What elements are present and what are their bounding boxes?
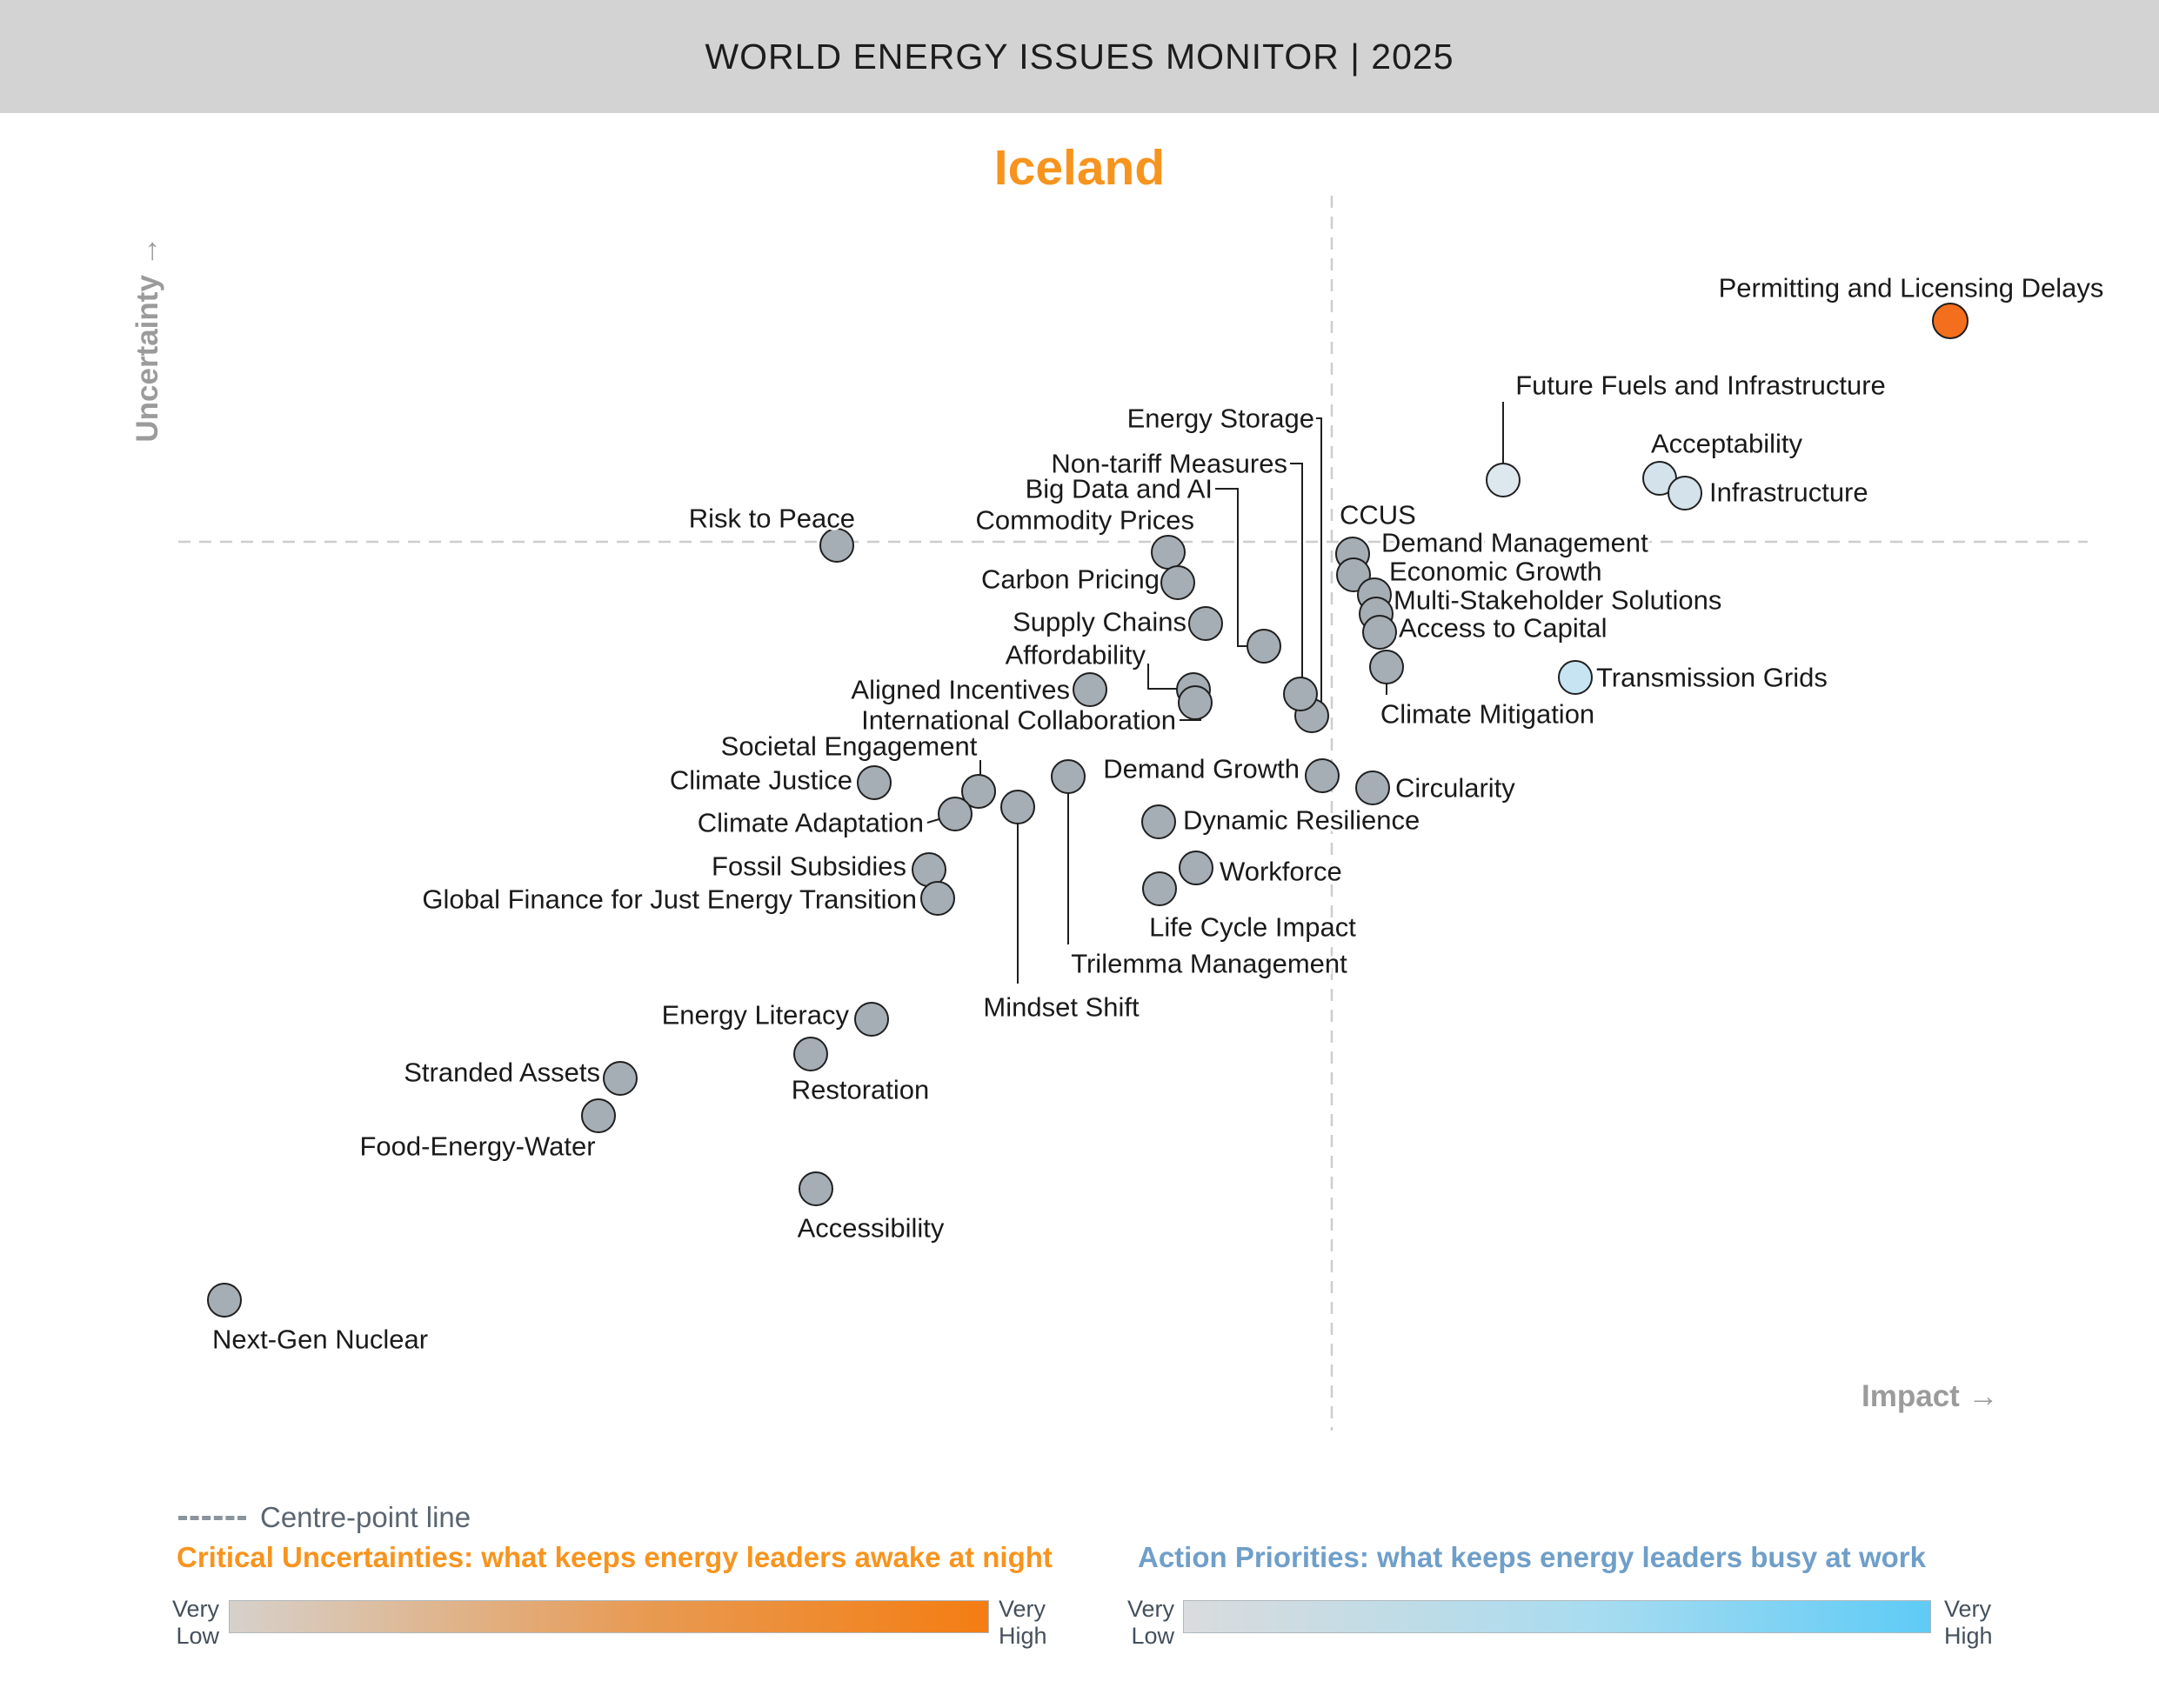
- issue-label-non-tariff-measures: Non-tariff Measures: [1051, 449, 1287, 479]
- issue-bubble-trilemma-management[interactable]: [1051, 759, 1086, 794]
- issue-bubble-dynamic-resilience[interactable]: [1141, 804, 1176, 839]
- issue-bubble-permitting-and-licensing-delays[interactable]: [1932, 303, 1968, 339]
- issue-bubble-carbon-pricing[interactable]: [1160, 565, 1195, 600]
- issue-bubble-international-collaboration[interactable]: [1178, 685, 1213, 720]
- x-axis-label: Impact →: [1862, 1379, 1999, 1413]
- legend-critical-uncertainties-title: Critical Uncertainties: what keeps energ…: [177, 1541, 1053, 1573]
- report-title: WORLD ENERGY ISSUES MONITOR | 2025: [705, 36, 1454, 77]
- issue-bubble-accessibility[interactable]: [799, 1171, 833, 1206]
- issue-label-commodity-prices: Commodity Prices: [976, 505, 1195, 536]
- issue-label-acceptability: Acceptability: [1651, 429, 1803, 459]
- issue-bubble-transmission-grids[interactable]: [1558, 660, 1593, 695]
- issue-label-transmission-grids: Transmission Grids: [1596, 663, 1828, 693]
- issue-label-risk-to-peace: Risk to Peace: [689, 504, 855, 534]
- country-title: Iceland: [993, 140, 1166, 196]
- issue-bubble-workforce[interactable]: [1179, 851, 1213, 885]
- issue-bubble-non-tariff-measures[interactable]: [1283, 677, 1318, 711]
- issue-label-access-to-capital: Access to Capital: [1399, 613, 1608, 644]
- issue-bubble-societal-engagement[interactable]: [961, 774, 996, 809]
- issue-bubble-next-gen-nuclear[interactable]: [207, 1283, 242, 1318]
- issue-label-supply-chains: Supply Chains: [1013, 607, 1186, 637]
- issue-bubble-risk-to-peace[interactable]: [819, 528, 854, 563]
- issue-bubble-mindset-shift[interactable]: [1000, 790, 1035, 824]
- issue-bubble-climate-justice[interactable]: [857, 765, 892, 800]
- issue-bubble-food-energy-water[interactable]: [581, 1098, 616, 1133]
- issue-label-next-gen-nuclear: Next-Gen Nuclear: [212, 1324, 428, 1355]
- centre-point-dash-sample: [178, 1515, 246, 1520]
- action-scale-very-low: Very Low: [1126, 1596, 1174, 1649]
- action-gradient-bar: [1183, 1600, 1931, 1633]
- issue-label-international-collaboration: International Collaboration: [861, 705, 1176, 736]
- issue-bubble-energy-literacy[interactable]: [854, 1002, 889, 1037]
- issue-label-mindset-shift: Mindset Shift: [983, 992, 1140, 1023]
- issue-bubble-infrastructure[interactable]: [1668, 476, 1702, 510]
- issue-label-global-finance-for-just-energy-transition: Global Finance for Just Energy Transitio…: [422, 884, 917, 915]
- issue-label-climate-adaptation: Climate Adaptation: [698, 808, 924, 838]
- issue-bubble-access-to-capital[interactable]: [1362, 615, 1397, 650]
- issue-bubble-climate-adaptation[interactable]: [938, 797, 973, 831]
- issue-bubble-future-fuels-and-infrastructure[interactable]: [1486, 463, 1521, 497]
- uncertainty-scale-very-low: Very Low: [171, 1596, 219, 1649]
- issue-label-trilemma-management: Trilemma Management: [1071, 949, 1347, 979]
- issue-bubble-restoration[interactable]: [793, 1037, 828, 1071]
- issue-label-big-data-and-ai: Big Data and AI: [1026, 474, 1213, 504]
- issue-label-energy-storage: Energy Storage: [1127, 404, 1314, 434]
- legend-action-priorities-title: Action Priorities: what keeps energy lea…: [1138, 1541, 1926, 1573]
- legend-centre-point: Centre-point line: [178, 1501, 471, 1534]
- leader-line-energy-storage: [1316, 417, 1322, 707]
- leader-line-affordability: [1147, 664, 1179, 690]
- issue-label-future-fuels-and-infrastructure: Future Fuels and Infrastructure: [1515, 370, 1886, 401]
- issue-label-stranded-assets: Stranded Assets: [404, 1057, 600, 1088]
- issue-label-food-energy-water: Food-Energy-Water: [359, 1131, 595, 1162]
- issue-label-fossil-subsidies: Fossil Subsidies: [712, 851, 906, 882]
- action-scale-very-high: Very High: [1944, 1596, 1993, 1649]
- uncertainty-scale-very-high: Very High: [999, 1596, 1047, 1649]
- issue-label-affordability: Affordability: [1006, 640, 1146, 671]
- issue-label-accessibility: Accessibility: [798, 1213, 945, 1244]
- issue-label-permitting-and-licensing-delays: Permitting and Licensing Delays: [1719, 273, 2104, 304]
- issue-label-aligned-incentives: Aligned Incentives: [851, 675, 1070, 705]
- issue-label-demand-management: Demand Management: [1381, 528, 1648, 558]
- issue-label-workforce: Workforce: [1220, 857, 1342, 887]
- issue-bubble-circularity[interactable]: [1355, 771, 1390, 805]
- issue-label-circularity: Circularity: [1395, 773, 1515, 804]
- header-band: WORLD ENERGY ISSUES MONITOR | 2025: [0, 0, 2159, 113]
- leader-line-non-tariff-measures: [1290, 463, 1303, 686]
- issue-label-demand-growth: Demand Growth: [1103, 754, 1300, 784]
- issue-bubble-life-cycle-impact[interactable]: [1142, 871, 1177, 906]
- issue-bubble-climate-mitigation[interactable]: [1369, 650, 1404, 684]
- issue-label-multi-stakeholder-solutions: Multi-Stakeholder Solutions: [1394, 585, 1721, 616]
- issue-bubble-supply-chains[interactable]: [1188, 606, 1223, 641]
- issue-bubble-big-data-and-ai[interactable]: [1247, 629, 1281, 664]
- centre-point-label: Centre-point line: [260, 1501, 471, 1533]
- issue-bubble-demand-growth[interactable]: [1305, 758, 1340, 793]
- issue-label-restoration: Restoration: [792, 1075, 930, 1105]
- issue-label-carbon-pricing: Carbon Pricing: [981, 564, 1160, 595]
- issue-label-dynamic-resilience: Dynamic Resilience: [1183, 805, 1420, 836]
- issue-label-ccus: CCUS: [1340, 500, 1416, 530]
- issue-bubble-global-finance-for-just-energy-transition[interactable]: [920, 881, 955, 916]
- issue-label-climate-justice: Climate Justice: [670, 765, 852, 796]
- issue-label-societal-engagement: Societal Engagement: [721, 731, 978, 762]
- issue-label-infrastructure: Infrastructure: [1709, 477, 1868, 508]
- leader-line-big-data-and-ai: [1215, 488, 1249, 647]
- issue-label-economic-growth: Economic Growth: [1389, 557, 1602, 587]
- issue-bubble-stranded-assets[interactable]: [603, 1061, 638, 1096]
- issue-bubble-aligned-incentives[interactable]: [1073, 672, 1107, 707]
- y-axis-label: Uncertainty →: [130, 236, 164, 443]
- issue-label-life-cycle-impact: Life Cycle Impact: [1149, 912, 1356, 943]
- issue-label-energy-literacy: Energy Literacy: [662, 1000, 850, 1031]
- uncertainty-gradient-bar: [229, 1600, 989, 1633]
- issue-label-climate-mitigation: Climate Mitigation: [1380, 699, 1594, 730]
